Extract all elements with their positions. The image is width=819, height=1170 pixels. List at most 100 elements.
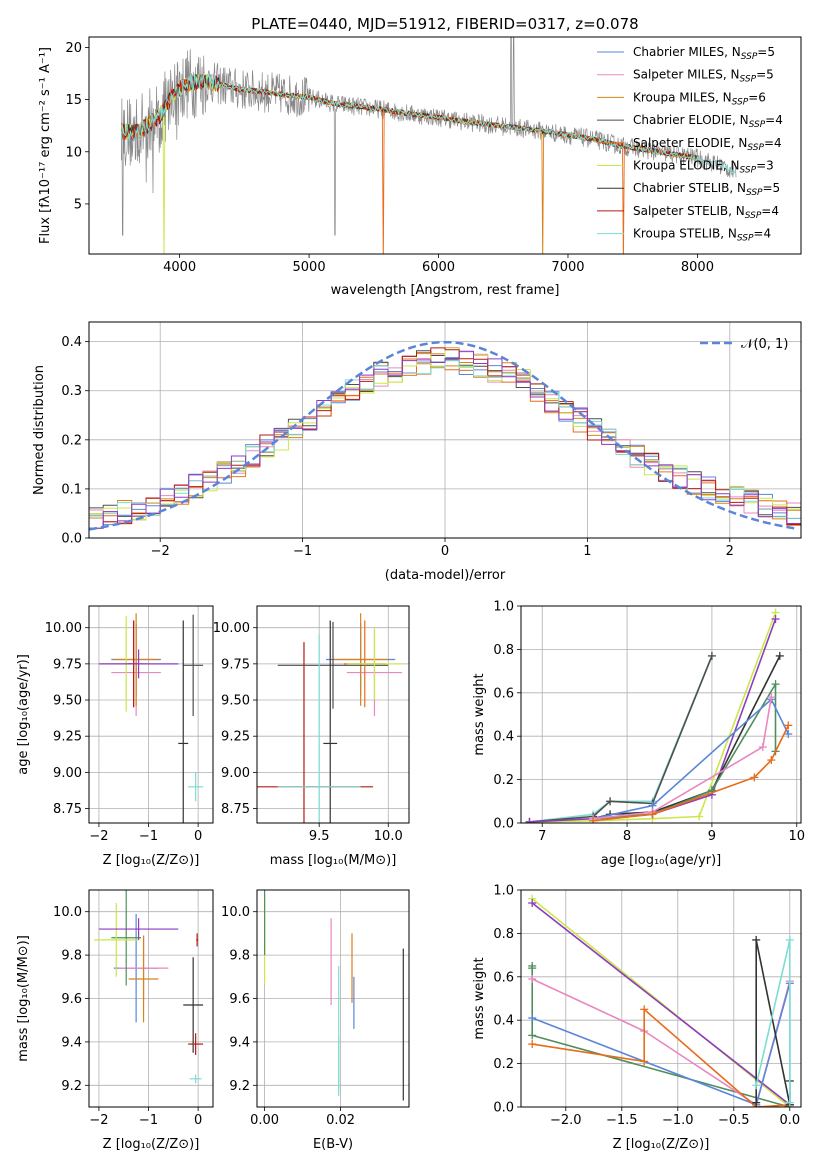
x-tick-label: 0 bbox=[441, 544, 449, 559]
mass-weight-line bbox=[592, 698, 790, 820]
x-tick-label: −2 bbox=[89, 829, 108, 844]
y-axis-label: mass weight bbox=[472, 673, 487, 755]
y-tick-label: 0.2 bbox=[493, 773, 514, 788]
legend-label: Chabrier STELIB, NSSP=5 bbox=[633, 181, 780, 198]
x-tick-label: −1 bbox=[139, 1113, 158, 1128]
x-axis-label: wavelength [Angstrom, rest frame] bbox=[331, 283, 560, 298]
x-tick-label: 5000 bbox=[293, 260, 326, 275]
age-vs-metallicity-panel: −2 −1 0 8.75 9.00 9.25 9.50 9.75 10.00 Z [log₁₀(Z… bbox=[16, 605, 214, 868]
x-tick-label: −2.0 bbox=[550, 1113, 582, 1128]
x-tick-label: 10 bbox=[788, 829, 805, 844]
x-tick-label: −2 bbox=[151, 544, 170, 559]
y-tick-label: 10.00 bbox=[45, 621, 82, 636]
plot-area bbox=[525, 608, 793, 823]
mass-weight-line bbox=[531, 982, 791, 1106]
histogram-step-line bbox=[89, 347, 801, 521]
plot-area bbox=[264, 890, 404, 1101]
axes-frame bbox=[256, 605, 410, 824]
y-tick-label: 9.50 bbox=[221, 694, 250, 709]
x-tick-label: 9.5 bbox=[309, 829, 330, 844]
axes-frame bbox=[88, 889, 214, 1108]
y-tick-label: 9.00 bbox=[53, 766, 82, 781]
y-tick-label: 10.0 bbox=[221, 905, 250, 920]
legend-label: Kroupa MILES, NSSP=6 bbox=[633, 90, 766, 107]
y-tick-label: 9.6 bbox=[229, 992, 250, 1007]
y-tick-label: 0.6 bbox=[493, 686, 514, 701]
legend-label: Kroupa ELODIE, NSSP=3 bbox=[633, 159, 774, 176]
mass-weight-line bbox=[532, 1008, 790, 1107]
mass-weight-line bbox=[531, 966, 791, 1107]
y-tick-label: 9.25 bbox=[53, 730, 82, 745]
normal-curve-line bbox=[89, 340, 799, 531]
mass-weight-line bbox=[592, 655, 781, 820]
y-tick-label: 0.0 bbox=[493, 1101, 514, 1116]
axes-frame bbox=[88, 605, 214, 824]
y-tick-label: 0.2 bbox=[493, 1057, 514, 1072]
y-axis-label: age [log₁₀(age/yr)] bbox=[16, 654, 31, 775]
y-axis-label: Flux [fλ10⁻¹⁷ erg cm⁻² s⁻¹ A⁻¹] bbox=[38, 47, 53, 244]
histogram-step-line bbox=[89, 350, 801, 529]
residual-panel: −2 −1 0 1 2 0.0 0.1 0.2 0.3 0.4 (data-model)/error… bbox=[32, 321, 802, 583]
x-axis-label: Z [log₁₀(Z/Z⊙)] bbox=[103, 1137, 200, 1152]
y-tick-label: 9.8 bbox=[229, 949, 250, 964]
x-tick-label: 0 bbox=[194, 829, 202, 844]
axes-frame bbox=[520, 605, 802, 824]
x-tick-label: −0.5 bbox=[718, 1113, 750, 1128]
y-axis-label: mass [log₁₀(M/M⊙)] bbox=[16, 935, 31, 1062]
y-tick-label: 15 bbox=[65, 93, 82, 108]
x-tick-label: −1.0 bbox=[662, 1113, 694, 1128]
mass-weight-line bbox=[529, 655, 713, 823]
spectrum-panel: 4000 5000 6000 7000 8000 5 10 15 20 wavelength [A… bbox=[38, 15, 802, 298]
y-tick-label: 1.0 bbox=[493, 884, 514, 899]
mass-weight-line bbox=[531, 898, 791, 1107]
legend-label: Kroupa STELIB, NSSP=4 bbox=[633, 227, 771, 244]
plot-area bbox=[89, 340, 801, 531]
x-tick-label: −1.5 bbox=[606, 1113, 638, 1128]
x-tick-label: 8000 bbox=[681, 260, 714, 275]
mass-weight-line bbox=[593, 725, 790, 822]
y-tick-label: 0.0 bbox=[493, 817, 514, 832]
plot-area bbox=[257, 613, 403, 823]
x-tick-label: 0.02 bbox=[326, 1113, 355, 1128]
y-tick-label: 9.6 bbox=[61, 992, 82, 1007]
x-tick-label: −1 bbox=[293, 544, 312, 559]
x-tick-label: 6000 bbox=[422, 260, 455, 275]
y-tick-label: 10.00 bbox=[213, 621, 250, 636]
legend-label: Chabrier ELODIE, NSSP=4 bbox=[633, 113, 783, 130]
y-tick-label: 0.8 bbox=[493, 927, 514, 942]
y-tick-label: 9.75 bbox=[53, 657, 82, 672]
mass-weight-line bbox=[593, 696, 773, 820]
mass-weight-line bbox=[529, 655, 713, 823]
chart-title: PLATE=0440, MJD=51912, FIBERID=0317, z=0… bbox=[251, 15, 638, 33]
histogram-step-line bbox=[89, 360, 801, 519]
y-tick-label: 20 bbox=[65, 41, 82, 56]
y-tick-label: 0.4 bbox=[493, 730, 514, 745]
y-tick-label: 5 bbox=[74, 197, 82, 212]
y-tick-label: 9.2 bbox=[229, 1079, 250, 1094]
x-tick-label: 0.0 bbox=[779, 1113, 800, 1128]
mass-weight-line bbox=[531, 902, 791, 1106]
x-tick-label: 4000 bbox=[163, 260, 196, 275]
y-axis-label: Normed distribution bbox=[32, 365, 47, 495]
y-tick-label: 0.4 bbox=[61, 335, 82, 350]
axes-frame bbox=[520, 889, 802, 1108]
y-tick-label: 9.25 bbox=[221, 730, 250, 745]
x-axis-label: Z [log₁₀(Z/Z⊙)] bbox=[613, 1137, 710, 1152]
legend-label: Salpeter STELIB, NSSP=4 bbox=[633, 204, 779, 221]
legend-label: Chabrier MILES, NSSP=5 bbox=[633, 45, 775, 62]
x-axis-label: (data-model)/error bbox=[385, 568, 506, 583]
mass-weight-line bbox=[529, 612, 777, 823]
axes-frame bbox=[256, 889, 410, 1108]
plot-area bbox=[120, 37, 737, 254]
mass-weight-vs-age-panel: 7 8 9 10 0.0 0.2 0.4 0.6 0.8 1.0 age [log₁₀(age/yr… bbox=[472, 600, 805, 869]
x-tick-label: −1 bbox=[139, 829, 158, 844]
x-axis-label: E(B-V) bbox=[313, 1137, 353, 1152]
model-spectrum-line bbox=[120, 73, 737, 175]
plot-area bbox=[93, 890, 204, 1084]
y-tick-label: 9.2 bbox=[61, 1079, 82, 1094]
y-tick-label: 9.00 bbox=[221, 766, 250, 781]
x-tick-label: 8 bbox=[623, 829, 631, 844]
x-axis-label: mass [log₁₀(M/M⊙)] bbox=[270, 853, 397, 868]
y-tick-label: 8.75 bbox=[53, 802, 82, 817]
